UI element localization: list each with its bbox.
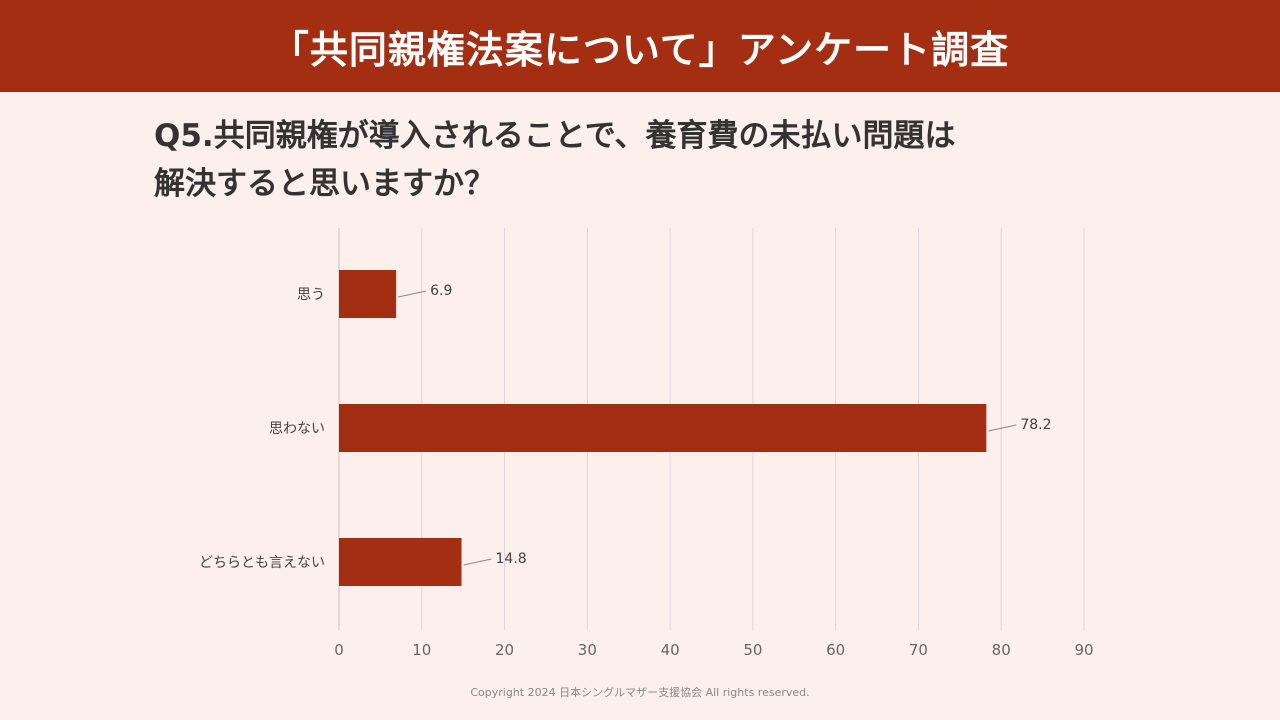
question-text: Q5.共同親権が導入されることで、養育費の未払い問題は 解決すると思いますか？ <box>154 112 1154 208</box>
leader-line <box>463 558 492 566</box>
question-line-1: Q5.共同親権が導入されることで、養育費の未払い問題は <box>154 118 956 154</box>
x-tick-label: 0 <box>334 641 344 659</box>
data-label: 6.9 <box>430 283 452 299</box>
bar <box>339 538 462 586</box>
x-tick-label: 50 <box>743 641 762 659</box>
category-label: 思う <box>297 287 325 303</box>
category-label: どちらとも言えない <box>199 555 325 571</box>
x-tick-label: 20 <box>495 641 514 659</box>
data-label: 78.2 <box>1020 417 1051 433</box>
x-tick-label: 60 <box>826 641 845 659</box>
copyright-footer: Copyright 2024 日本シングルマザー支援協会 All rights … <box>470 686 810 699</box>
category-label: 思わない <box>269 421 325 437</box>
x-tick-label: 30 <box>578 641 597 659</box>
x-tick-label: 80 <box>992 641 1011 659</box>
header-bar: 「共同親権法案について」アンケート調査 <box>0 0 1280 92</box>
page-title: 「共同親権法案について」アンケート調査 <box>270 27 1010 72</box>
x-tick-label: 40 <box>661 641 680 659</box>
data-label: 14.8 <box>496 551 527 567</box>
question-line-2: 解決すると思いますか？ <box>154 166 495 202</box>
leader-line <box>398 290 427 298</box>
x-tick-label: 10 <box>412 641 431 659</box>
bar <box>339 270 397 318</box>
leader-line <box>988 424 1017 432</box>
x-tick-label: 70 <box>909 641 928 659</box>
x-tick-label: 90 <box>1074 641 1093 659</box>
bar <box>339 404 987 452</box>
